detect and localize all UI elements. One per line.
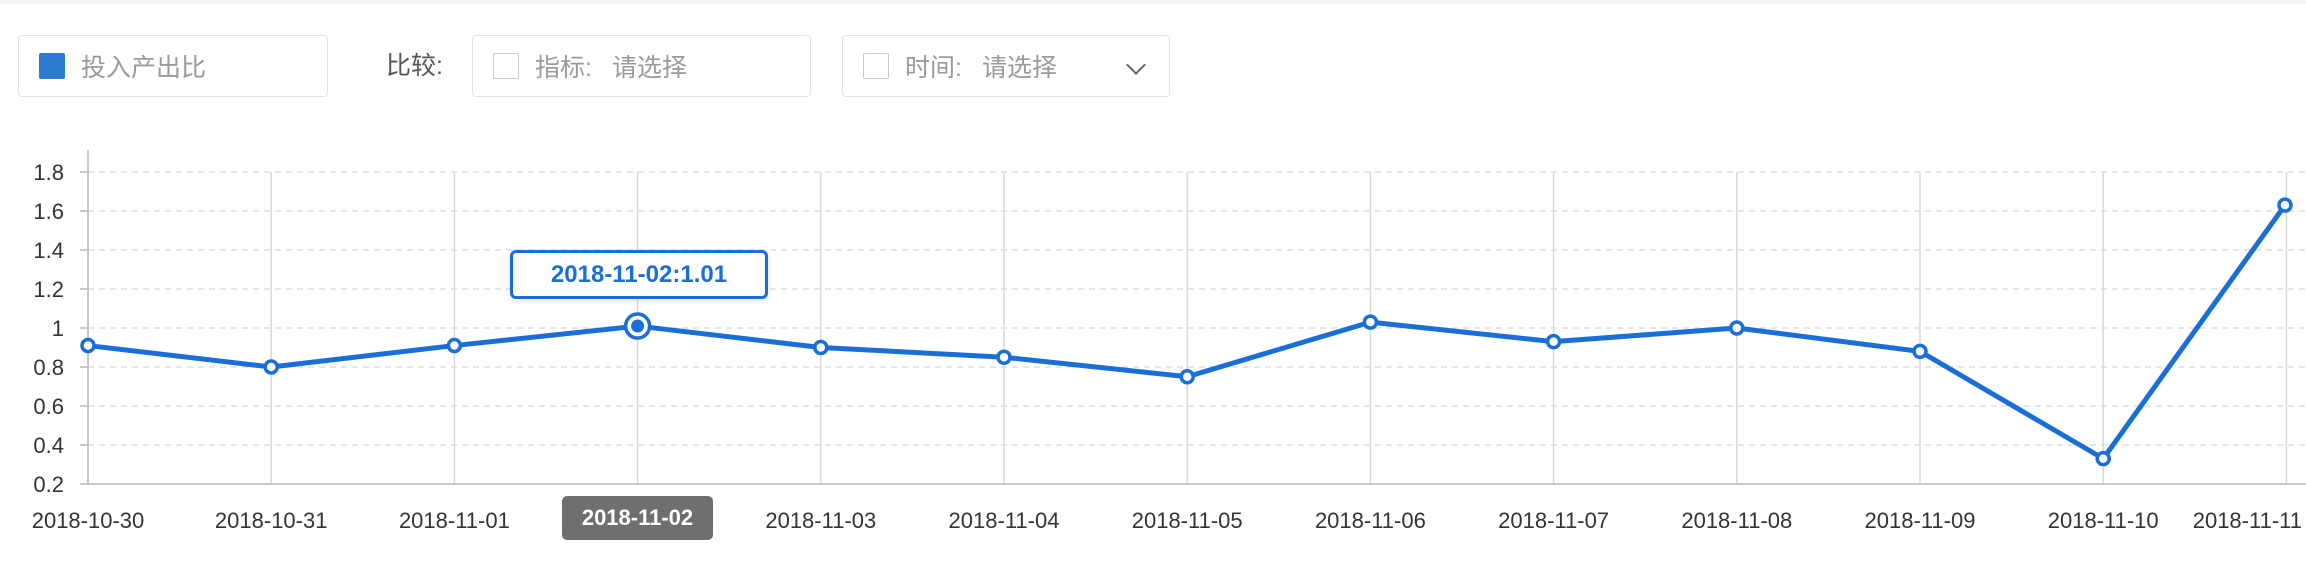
x-tick-label: 2018-11-10 [2048, 508, 2159, 533]
x-tick-label: 2018-11-08 [1681, 508, 1792, 533]
highlighted-point [631, 319, 645, 333]
x-tick-label: 2018-11-03 [765, 508, 876, 533]
y-tick-label: 0.8 [33, 355, 64, 380]
x-tick-label: 2018-11-09 [1865, 508, 1976, 533]
compare-label: 比较: [386, 52, 443, 80]
data-point [1179, 369, 1195, 385]
data-point [2095, 450, 2111, 467]
data-point [446, 337, 463, 354]
time-label: 时间: [905, 54, 962, 82]
indicator-selector[interactable]: 指标: 请选择 [472, 35, 811, 97]
x-tick-label: 2018-11-05 [1132, 508, 1243, 533]
indicator-label: 指标: [535, 54, 592, 82]
data-point [1362, 314, 1379, 330]
x-tick-label: 2018-11-11 [2193, 508, 2302, 533]
metric-selector[interactable]: 投入产出比 [18, 35, 328, 97]
y-tick-label: 1.8 [33, 160, 64, 185]
x-tick-label: 2018-11-06 [1315, 508, 1426, 533]
y-tick-label: 1.4 [33, 238, 64, 263]
time-checkbox[interactable] [863, 53, 889, 79]
y-tick-label: 1.6 [33, 199, 64, 224]
data-point [813, 339, 829, 356]
data-point [1912, 343, 1928, 360]
x-tick-label: 2018-11-07 [1498, 508, 1609, 533]
y-tick-label: 1.2 [33, 277, 64, 302]
data-point [263, 359, 279, 375]
data-point [1545, 333, 1562, 350]
y-tick-label: 0.6 [33, 394, 64, 419]
x-tick-label: 2018-11-04 [949, 508, 1060, 533]
indicator-checkbox[interactable] [493, 53, 519, 79]
y-tick-label: 1 [52, 316, 64, 341]
x-tick-label: 2018-10-30 [32, 508, 145, 533]
chart-tooltip: 2018-11-02:1.01 [510, 250, 768, 299]
highlighted-x-label: 2018-11-02 [562, 496, 713, 540]
y-tick-label: 0.2 [33, 472, 64, 497]
x-tick-label: 2018-11-01 [399, 508, 510, 533]
data-point [2277, 197, 2293, 213]
data-point [80, 337, 96, 354]
y-tick-label: 0.4 [33, 433, 64, 458]
top-strip [0, 0, 2306, 4]
data-point [1729, 320, 1745, 336]
x-tick-label: 2018-10-31 [215, 508, 328, 533]
metric-label: 投入产出比 [81, 54, 207, 82]
metric-checkbox[interactable] [39, 53, 65, 79]
indicator-placeholder: 请选择 [611, 54, 687, 82]
time-selector[interactable]: 时间: 请选择 [842, 35, 1170, 97]
time-placeholder: 请选择 [981, 54, 1057, 82]
data-point [996, 349, 1012, 365]
